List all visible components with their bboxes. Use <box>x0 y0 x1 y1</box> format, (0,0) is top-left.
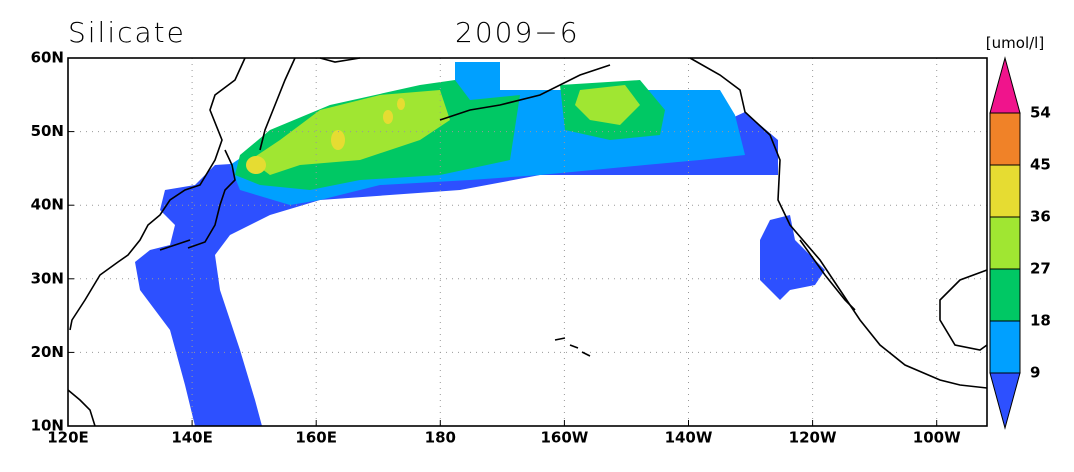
lon-label: 160E <box>295 429 337 447</box>
colorbar-label: 36 <box>1030 208 1051 226</box>
lat-label: 50N <box>31 122 64 140</box>
grid <box>68 58 987 426</box>
lat-label: 20N <box>31 343 64 361</box>
coast <box>799 239 856 311</box>
colorbar-label: 18 <box>1030 312 1051 330</box>
lon-label: 180 <box>425 429 456 447</box>
lat-label: 40N <box>31 196 64 214</box>
colorbar-swatch <box>989 216 1021 270</box>
field-lightgreen <box>575 85 640 125</box>
coast <box>259 57 296 151</box>
field-lightgreen <box>250 90 450 175</box>
colorbar-swatch <box>989 164 1021 218</box>
map-frame <box>67 57 988 427</box>
colorbar-swatch <box>989 268 1021 322</box>
colorbar-label: 54 <box>1030 104 1051 122</box>
field-yellow <box>397 98 405 110</box>
lat-label: 30N <box>31 269 64 287</box>
coast <box>689 57 988 389</box>
colorbar-label: 45 <box>1030 156 1051 174</box>
colorbar-swatch <box>989 56 1021 114</box>
colorbar-label: 27 <box>1030 260 1051 278</box>
date: 2009−6 <box>455 16 580 49</box>
lat-label: 60N <box>31 49 64 67</box>
unit: [umol/l] <box>986 34 1044 52</box>
colorbar-swatch <box>989 112 1021 166</box>
colorbar-swatch <box>989 372 1021 430</box>
title: Silicate <box>68 16 186 49</box>
coast <box>67 57 246 427</box>
coast <box>319 57 611 121</box>
colorbar: 9 18 27 36 45 54 <box>989 56 1051 430</box>
colorbar-label: 9 <box>1030 364 1040 382</box>
lon-label: 120W <box>789 429 837 447</box>
data-field <box>135 62 825 426</box>
lon-label: 160W <box>540 429 588 447</box>
lon-label: 140E <box>171 429 213 447</box>
lon-label: 140W <box>665 429 713 447</box>
field-yellow <box>246 156 266 174</box>
coast <box>554 337 591 357</box>
lon-label: 100W <box>913 429 961 447</box>
field-yellow <box>331 130 345 150</box>
lat-label: 10N <box>31 417 64 435</box>
axis-labels: 120E 140E 160E 180 160W 140W 120W 100W 60N 50N 40N… <box>31 49 962 447</box>
lon-label: 120E <box>47 429 89 447</box>
field-yellow <box>383 110 393 124</box>
coast <box>159 149 236 251</box>
colorbar-swatch <box>989 320 1021 374</box>
coast <box>939 269 988 351</box>
coastlines <box>67 57 988 427</box>
